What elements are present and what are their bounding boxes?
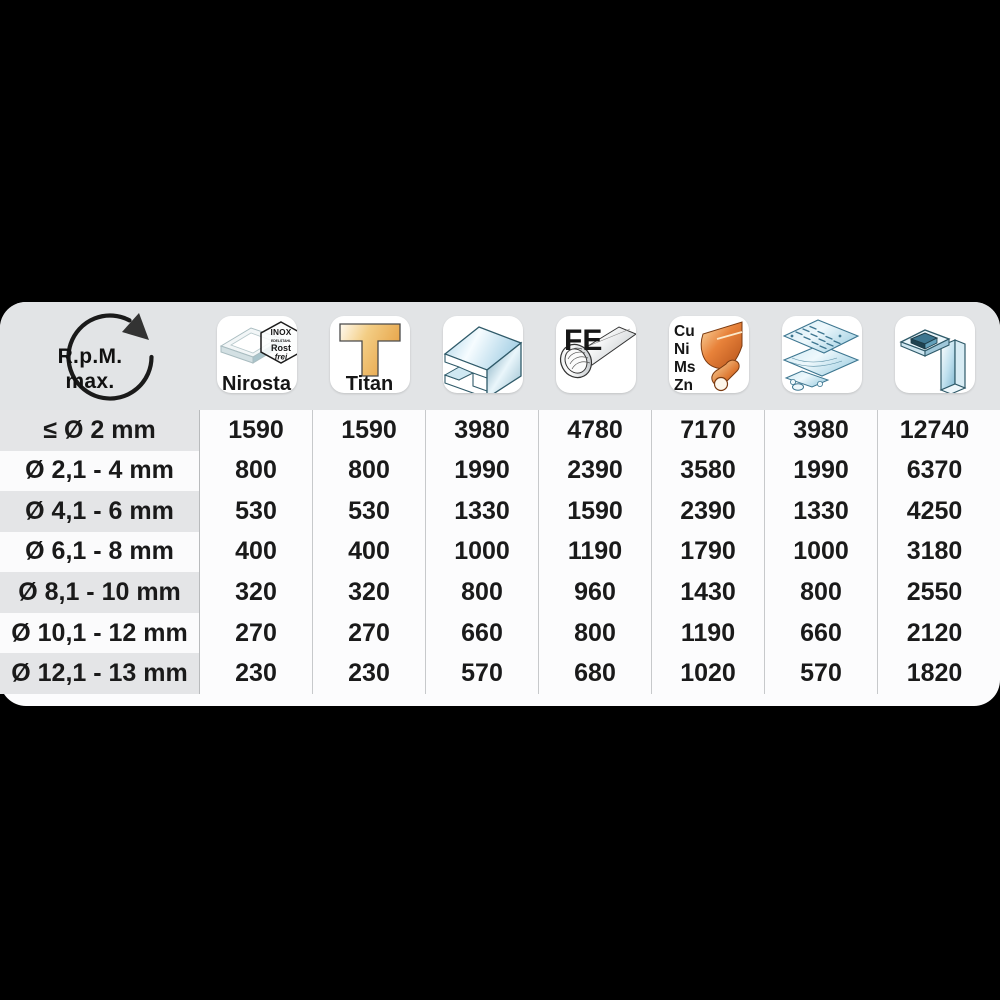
svg-text:Cu: Cu bbox=[674, 323, 695, 340]
svg-text:frei: frei bbox=[274, 353, 287, 362]
svg-text:Ni: Ni bbox=[674, 341, 690, 358]
svg-text:Zn: Zn bbox=[674, 377, 693, 393]
svg-text:FE: FE bbox=[564, 324, 602, 357]
svg-text:Ms: Ms bbox=[674, 359, 696, 376]
svg-text:Rost: Rost bbox=[271, 343, 291, 353]
svg-text:INOX: INOX bbox=[270, 327, 291, 337]
